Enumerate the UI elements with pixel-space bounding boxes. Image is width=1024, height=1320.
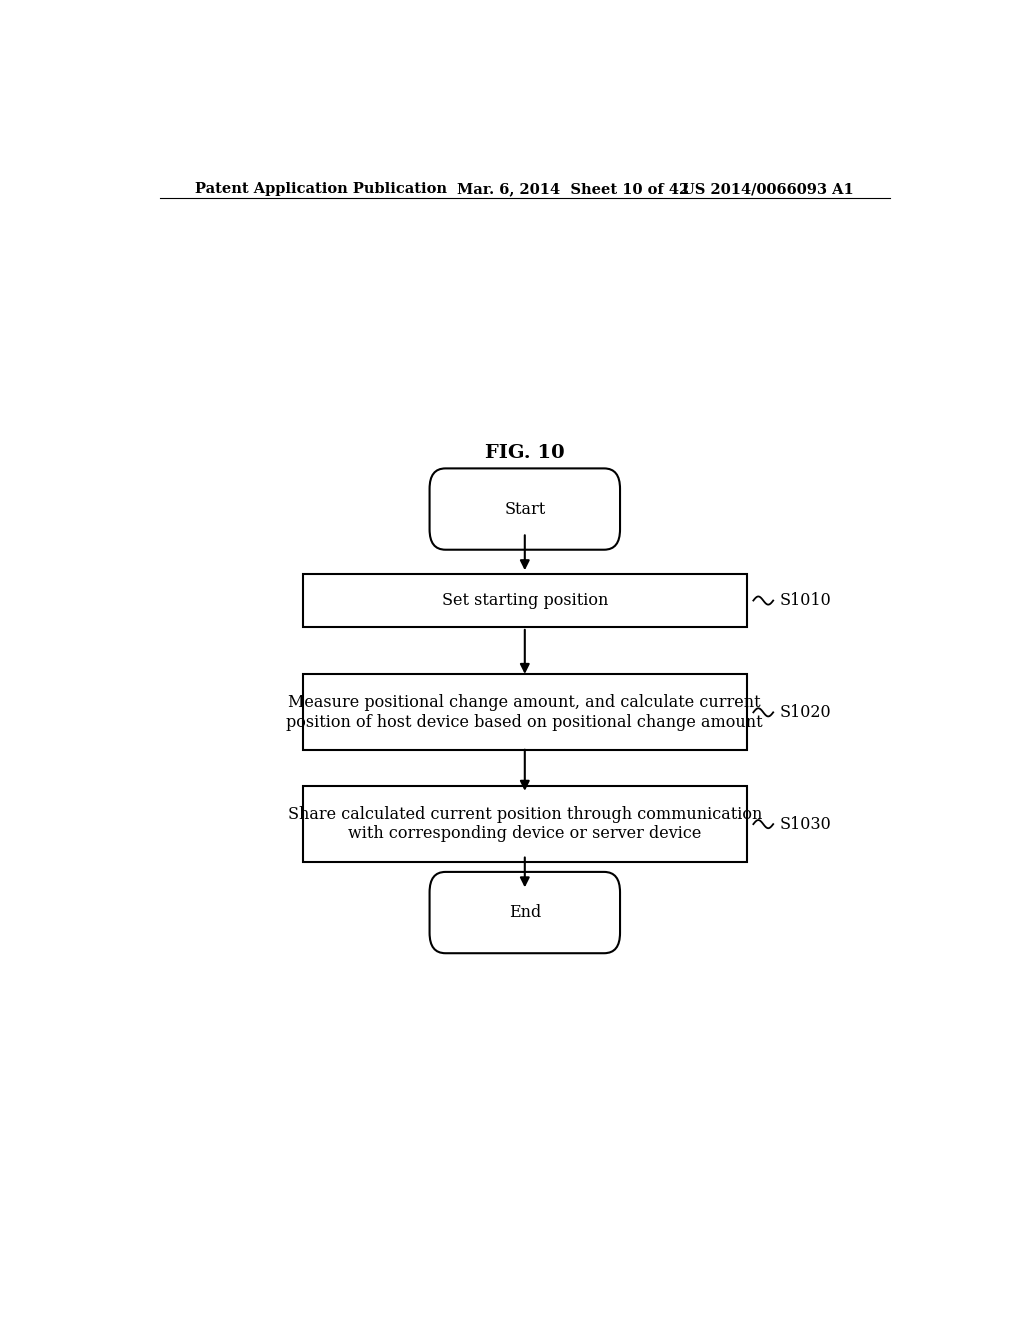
- FancyBboxPatch shape: [303, 574, 748, 627]
- FancyBboxPatch shape: [303, 785, 748, 862]
- Text: Measure positional change amount, and calculate current
position of host device : Measure positional change amount, and ca…: [287, 694, 763, 731]
- Text: FIG. 10: FIG. 10: [485, 444, 564, 462]
- Text: Patent Application Publication: Patent Application Publication: [196, 182, 447, 197]
- FancyBboxPatch shape: [430, 469, 620, 549]
- Text: S1020: S1020: [779, 704, 831, 721]
- Text: Share calculated current position through communication
with corresponding devic: Share calculated current position throug…: [288, 805, 762, 842]
- FancyBboxPatch shape: [430, 873, 620, 953]
- Text: Set starting position: Set starting position: [441, 593, 608, 609]
- Text: Start: Start: [504, 500, 546, 517]
- Text: Mar. 6, 2014  Sheet 10 of 42: Mar. 6, 2014 Sheet 10 of 42: [458, 182, 689, 197]
- Text: S1030: S1030: [779, 816, 831, 833]
- Text: US 2014/0066093 A1: US 2014/0066093 A1: [682, 182, 854, 197]
- Text: S1010: S1010: [779, 593, 831, 609]
- Text: End: End: [509, 904, 541, 921]
- FancyBboxPatch shape: [303, 675, 748, 751]
